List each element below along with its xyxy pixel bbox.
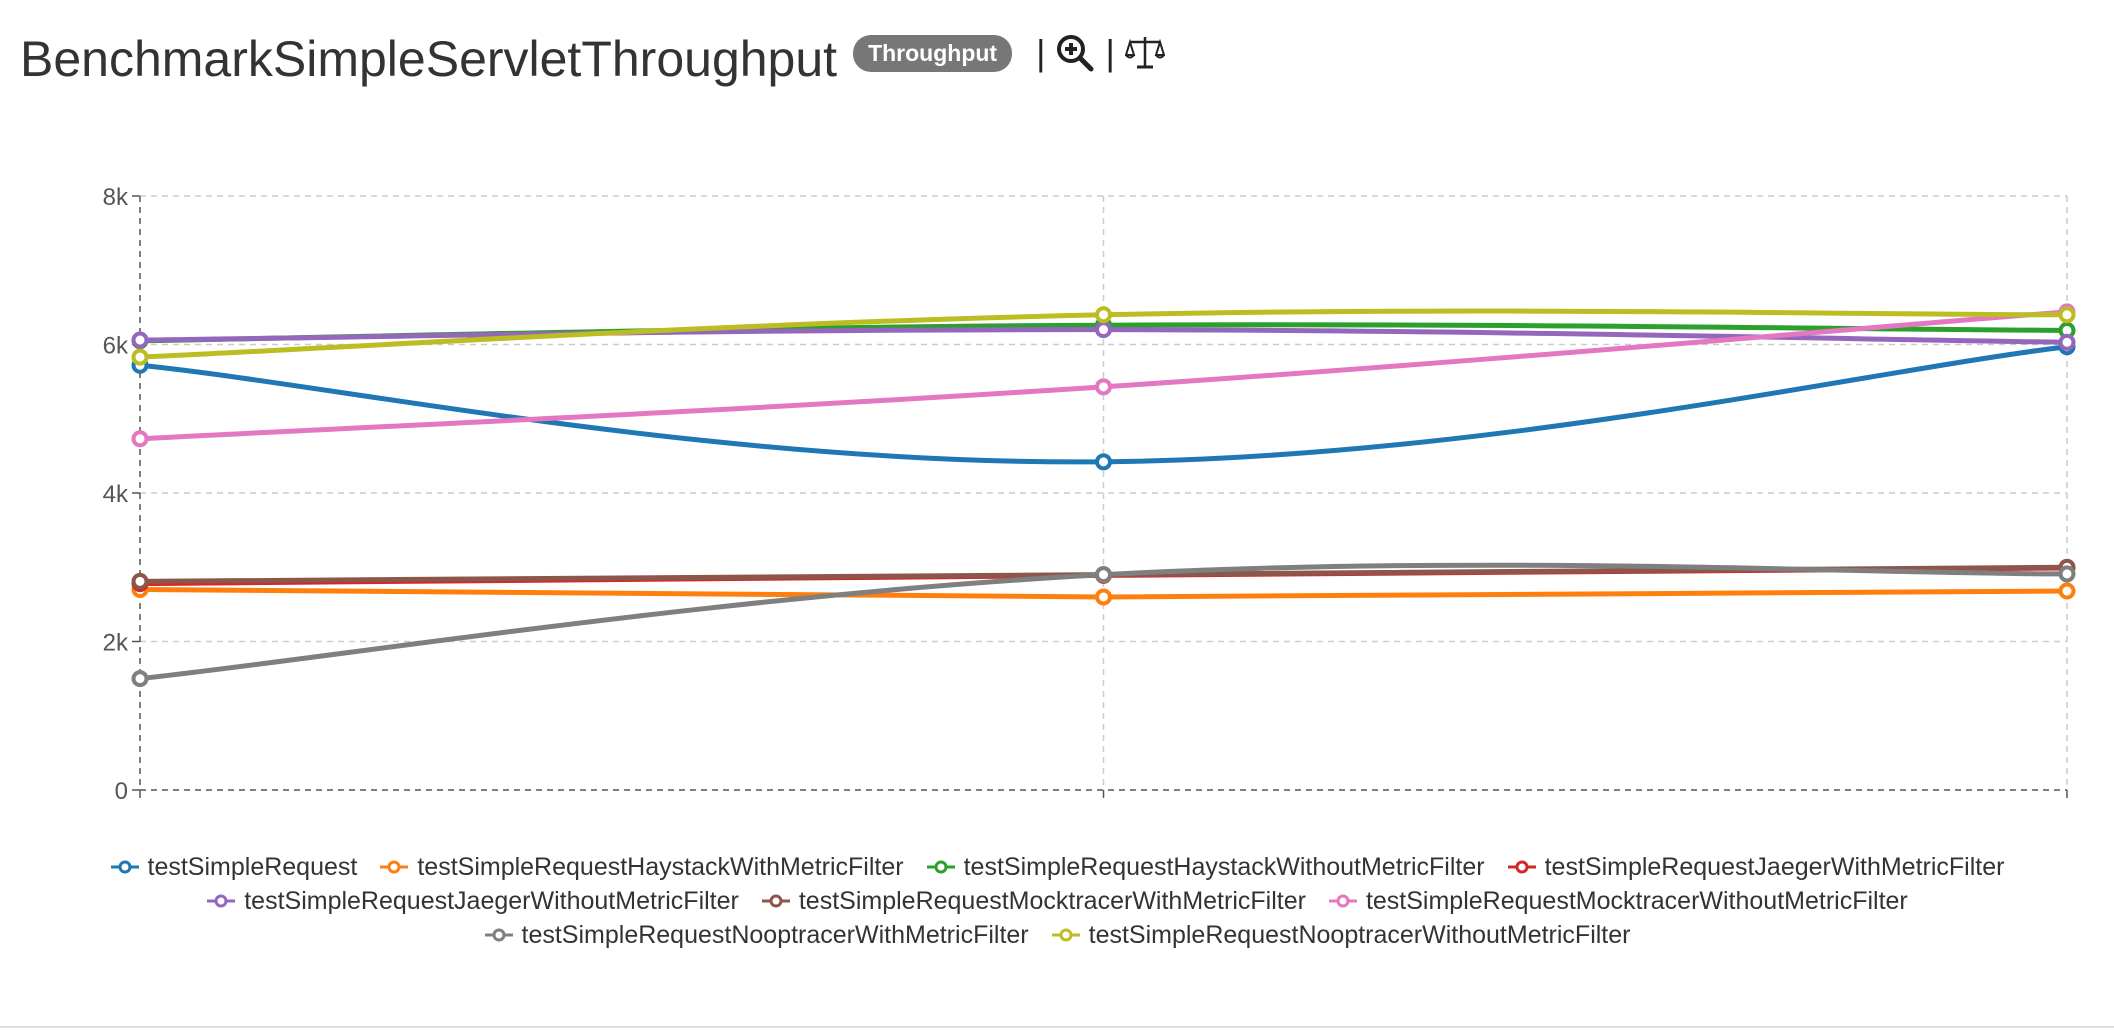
legend-label: testSimpleRequestMocktracerWithMetricFil… [798, 886, 1306, 915]
legend-item[interactable]: testSimpleRequestHaystackWithMetricFilte… [379, 852, 904, 882]
data-point [1095, 306, 1112, 324]
separator-2: | [1105, 32, 1115, 73]
data-point [2058, 333, 2076, 351]
legend-item[interactable]: testSimpleRequestMocktracerWithoutMetric… [1328, 887, 1908, 916]
data-point [131, 331, 149, 349]
legend-label: testSimpleRequestJaegerWithoutMetricFilt… [244, 886, 739, 915]
legend-marker-icon [380, 860, 409, 874]
y-tick-label: 6k [103, 333, 129, 360]
legend-label: testSimpleRequestJaegerWithMetricFilter [1544, 852, 2005, 881]
chart-area: 0 2k 4k 6k 8k jmh-2019-04-10-20-02-27 jmh-2019… [0, 150, 2114, 834]
legend-item[interactable]: testSimpleRequestMocktracerWithMetricFil… [761, 887, 1306, 916]
legend-label: testSimpleRequestHaystackWithMetricFilte… [417, 852, 904, 881]
data-point [2058, 582, 2076, 600]
y-tick-label: 8k [103, 184, 129, 211]
legend-label: testSimpleRequestMocktracerWithoutMetric… [1365, 886, 1908, 915]
legend-marker-icon [1328, 894, 1357, 908]
legend-item[interactable]: testSimpleRequest [110, 852, 358, 882]
series-testSimpleRequestNooptracerWithoutMetricFilter [131, 306, 2076, 366]
data-point [1095, 321, 1112, 339]
mode-badge[interactable]: Throughput [853, 34, 1013, 72]
legend-row: testSimpleRequest testSimpleRequestHaysta… [0, 850, 2114, 884]
legend-marker-icon [207, 894, 236, 908]
data-point [1095, 566, 1112, 584]
data-point [1095, 378, 1112, 396]
legend-item[interactable]: testSimpleRequestNooptracerWithoutMetric… [1051, 920, 1631, 950]
x-tick-label: jmh-2019-04-10-20-14-22 [1779, 807, 2054, 810]
legend-marker-icon [484, 928, 513, 942]
chart-title: BenchmarkSimpleServletThroughput [20, 31, 838, 87]
chart-header: BenchmarkSimpleServletThroughput Through… [20, 24, 1166, 94]
x-tick-label: jmh-2019-04-10-20-02-27 [966, 807, 1241, 810]
data-point [131, 430, 149, 448]
y-tick-label: 2k [103, 630, 129, 657]
y-tick-label: 4k [103, 481, 129, 508]
legend-item[interactable]: testSimpleRequestJaegerWithMetricFilter [1507, 852, 2005, 882]
scale-balance-icon[interactable] [1124, 33, 1166, 73]
data-point [2058, 565, 2076, 583]
data-point [2058, 306, 2076, 324]
separator: | [1036, 32, 1046, 73]
data-point [131, 572, 149, 590]
chart-legend: testSimpleRequest testSimpleRequestHaysta… [0, 850, 2114, 952]
legend-item[interactable]: testSimpleRequestHaystackWithoutMetricFi… [926, 853, 1485, 882]
series-testSimpleRequestJaegerWithoutMetricFilter [131, 321, 2076, 351]
legend-marker-icon [1507, 860, 1536, 874]
legend-row: testSimpleRequestNooptracerWithMetricFil… [0, 918, 2114, 952]
legend-label: testSimpleRequestHaystackWithoutMetricFi… [963, 852, 1485, 881]
legend-marker-icon [1051, 928, 1080, 942]
legend-marker-icon [761, 894, 790, 908]
line-chart: 0 2k 4k 6k 8k jmh-2019-04-10-20-02-27 jmh-2019… [103, 184, 2076, 834]
legend-marker-icon [110, 860, 139, 874]
series-testSimpleRequestNooptracerWithMetricFilter [131, 562, 2076, 688]
legend-item[interactable]: testSimpleRequestNooptracerWithMetricFil… [484, 921, 1029, 950]
legend-label: testSimpleRequest [147, 852, 358, 881]
data-point [131, 670, 149, 688]
legend-item[interactable]: testSimpleRequestJaegerWithoutMetricFilt… [206, 887, 739, 916]
legend-marker-icon [926, 860, 955, 874]
legend-label: testSimpleRequestNooptracerWithMetricFil… [521, 920, 1029, 949]
data-point [131, 348, 149, 366]
zoom-in-icon[interactable] [1055, 33, 1095, 73]
data-point [1095, 453, 1112, 471]
data-point [1095, 588, 1112, 606]
legend-label: testSimpleRequestNooptracerWithoutMetric… [1088, 920, 1631, 949]
divider [0, 1026, 2114, 1028]
legend-row: testSimpleRequestJaegerWithoutMetricFilt… [0, 884, 2114, 918]
y-tick-label: 0 [115, 778, 128, 805]
